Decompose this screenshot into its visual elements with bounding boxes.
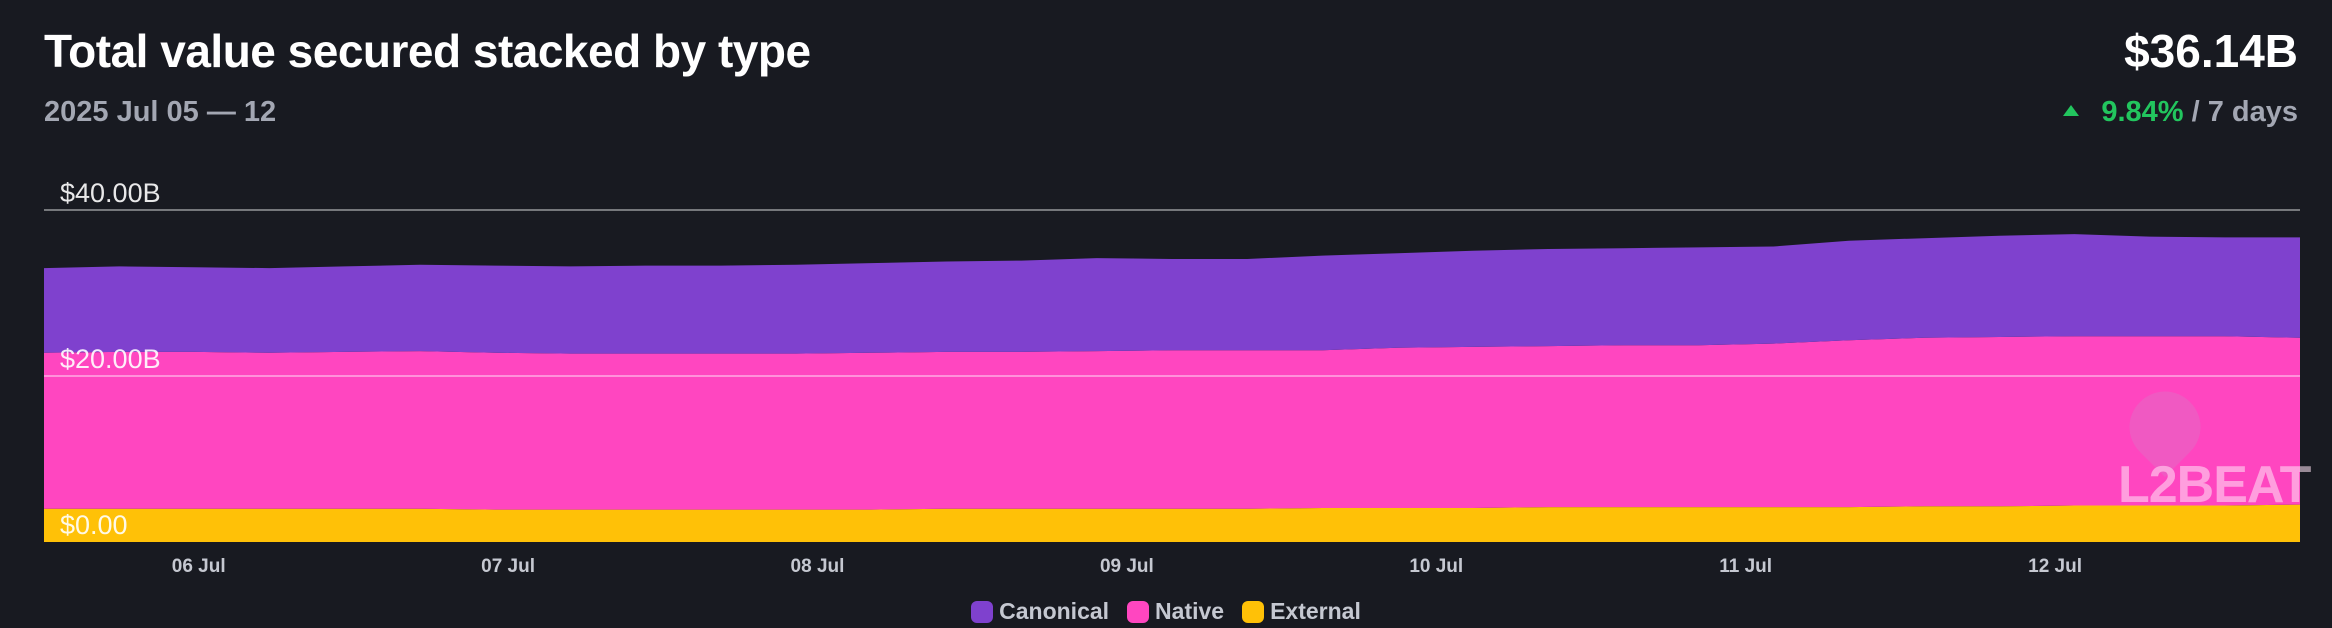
grid-layer: $0.00 $20.00B $40.00B [44, 178, 2300, 540]
y-tick-label: $40.00B [60, 178, 161, 208]
chart-legend: Canonical Native External [0, 598, 2332, 625]
date-range: 2025 Jul 05 — 12 [44, 96, 277, 128]
legend-item-native[interactable]: Native [1127, 598, 1224, 625]
change-percent: 9.84% [2101, 96, 2184, 128]
change-period: / 7 days [2191, 96, 2298, 128]
y-tick-label: $0.00 [60, 510, 128, 540]
legend-swatch [971, 600, 994, 623]
watermark-layer: L2BEAT [2118, 391, 2313, 514]
areas-layer [44, 234, 2300, 542]
area-canonical [44, 234, 2300, 354]
x-tick-label: 11 Jul [1719, 556, 1772, 577]
legend-label: Canonical [999, 598, 1110, 624]
x-tick-label: 08 Jul [791, 556, 845, 577]
legend-swatch [1242, 600, 1265, 623]
area-external [44, 504, 2300, 542]
arrow-up-icon [2063, 105, 2080, 116]
svg-text:L2BEAT: L2BEAT [2118, 456, 2312, 514]
x-tick-label: 09 Jul [1100, 556, 1154, 577]
x-axis-ticks: 06 Jul 07 Jul 08 Jul 09 Jul 10 Jul 11 Jul 12 J… [172, 556, 2082, 577]
y-tick-label: $20.00B [60, 344, 161, 374]
l2beat-logo-icon: L2BEAT [2118, 391, 2313, 514]
legend-item-canonical[interactable]: Canonical [971, 598, 1109, 625]
area-native [44, 336, 2300, 510]
chart-title: Total value secured stacked by type [44, 25, 811, 77]
legend-label: External [1270, 598, 1361, 624]
x-tick-label: 06 Jul [172, 556, 226, 577]
legend-label: Native [1155, 598, 1225, 624]
legend-item-external[interactable]: External [1242, 598, 1361, 625]
change-indicator: 9.84% / 7 days [2063, 96, 2298, 129]
x-tick-label: 10 Jul [1409, 556, 1463, 577]
x-tick-label: 07 Jul [481, 556, 535, 577]
total-value: $36.14B [2124, 25, 2298, 77]
legend-swatch [1127, 600, 1150, 623]
x-tick-label: 12 Jul [2028, 556, 2082, 577]
